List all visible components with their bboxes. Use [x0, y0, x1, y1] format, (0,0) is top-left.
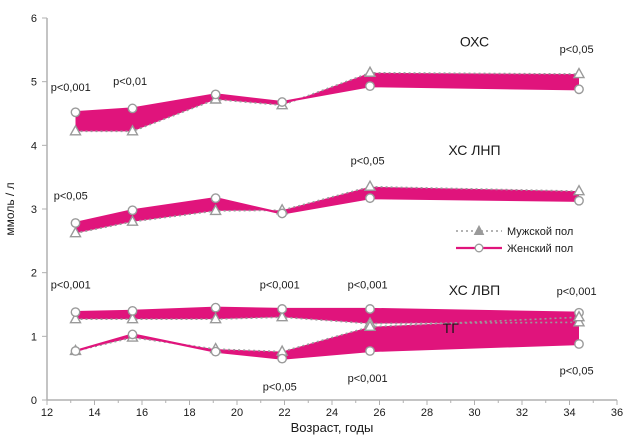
female-point — [70, 107, 81, 118]
series-lines-layer — [75, 71, 580, 360]
male-point — [363, 319, 377, 331]
male-point — [69, 226, 82, 238]
chart-text-layer: ОХС ХС ЛНП ХС ЛВП ТГ p<0,001 p<0,01 p<0,05 p<0,… — [51, 34, 597, 394]
female-point — [574, 84, 584, 95]
p-value-annotation: p<0,05 — [560, 44, 594, 56]
series-points-layer — [69, 65, 586, 364]
female-point — [70, 307, 81, 318]
y-tick-label: 2 — [31, 268, 37, 280]
series-group-title: ТГ — [443, 320, 460, 336]
x-tick-label: 16 — [136, 407, 148, 419]
legend-female-label: Женский пол — [507, 243, 573, 255]
legend-female-marker — [474, 243, 484, 253]
y-tick-label: 4 — [31, 140, 37, 152]
x-tick-label: 20 — [231, 407, 243, 419]
y-tick-label: 1 — [31, 331, 37, 343]
x-tick-label: 34 — [563, 407, 575, 419]
female-point — [574, 195, 584, 206]
legend-male-marker — [473, 224, 485, 235]
male-point — [572, 310, 586, 322]
x-tick-label: 28 — [421, 407, 433, 419]
male-point — [126, 214, 139, 226]
female-point — [210, 302, 221, 313]
p-value-annotation: p<0,001 — [557, 286, 597, 298]
female-point — [365, 81, 375, 92]
female-line — [75, 306, 580, 314]
x-tick-label: 36 — [611, 407, 623, 419]
male-point — [572, 67, 586, 79]
male-point — [69, 312, 82, 324]
series-group-title: ХС ЛВП — [449, 282, 500, 298]
female-line — [75, 197, 580, 225]
difference-fill-layer — [75, 72, 579, 359]
male-line — [75, 71, 580, 133]
female-point — [70, 346, 81, 356]
female-point — [277, 208, 288, 219]
female-point — [277, 353, 288, 364]
male-point — [209, 203, 222, 216]
legend: Мужской пол Женский пол — [456, 224, 573, 255]
female-point — [210, 89, 221, 100]
y-tick-label: 3 — [31, 204, 37, 216]
y-tick-label: 5 — [31, 77, 37, 89]
female-point — [365, 193, 375, 204]
female-point — [127, 329, 138, 340]
difference-band — [75, 72, 579, 132]
p-value-annotation: p<0,001 — [348, 373, 388, 385]
p-value-annotation: p<0,001 — [348, 280, 388, 292]
y-tick-label: 0 — [31, 395, 37, 407]
female-point — [70, 218, 81, 228]
male-point — [275, 310, 289, 322]
x-tick-label: 24 — [326, 407, 338, 419]
female-point — [210, 193, 221, 204]
male-point — [69, 124, 82, 136]
x-tick-label: 26 — [373, 407, 385, 419]
x-tick-label: 14 — [88, 407, 100, 419]
x-axis-label: Возраст, годы — [291, 420, 374, 435]
p-value-annotation: p<0,001 — [51, 82, 91, 94]
p-value-annotation: p<0,001 — [51, 280, 91, 292]
p-value-annotation: p<0,05 — [263, 381, 297, 393]
female-line — [75, 333, 580, 360]
x-tick-label: 12 — [41, 407, 53, 419]
male-point — [126, 124, 139, 136]
female-point — [277, 304, 288, 314]
female-point — [127, 305, 138, 316]
x-tick-label: 30 — [468, 407, 480, 419]
female-line — [75, 85, 580, 114]
female-point — [127, 103, 138, 114]
x-tick-label: 32 — [516, 407, 528, 419]
p-value-annotation: p<0,05 — [560, 366, 594, 378]
female-point — [365, 304, 375, 314]
p-value-annotation: p<0,01 — [113, 76, 147, 88]
p-value-annotation: p<0,001 — [260, 280, 300, 292]
series-group-title: ХС ЛНП — [448, 142, 500, 158]
series-group-title: ОХС — [460, 34, 489, 50]
female-point — [574, 339, 584, 349]
x-tick-label: 22 — [278, 407, 290, 419]
p-value-annotation: p<0,05 — [54, 190, 88, 202]
female-point — [365, 346, 375, 356]
male-line — [75, 185, 580, 234]
x-tick-label: 18 — [183, 407, 195, 419]
difference-band — [75, 186, 579, 234]
y-axis-label: ммоль / л — [3, 182, 17, 235]
difference-band — [75, 307, 579, 324]
female-point — [210, 346, 221, 357]
legend-male-label: Мужской пол — [507, 226, 573, 238]
female-point — [277, 97, 288, 107]
male-point — [126, 312, 139, 324]
male-line — [75, 316, 580, 353]
male-point — [572, 184, 586, 196]
p-value-annotation: p<0,05 — [351, 155, 385, 167]
y-tick-label: 6 — [31, 13, 37, 25]
male-point — [363, 179, 377, 191]
male-point — [209, 312, 222, 324]
male-point — [363, 65, 377, 77]
female-point — [127, 205, 138, 216]
